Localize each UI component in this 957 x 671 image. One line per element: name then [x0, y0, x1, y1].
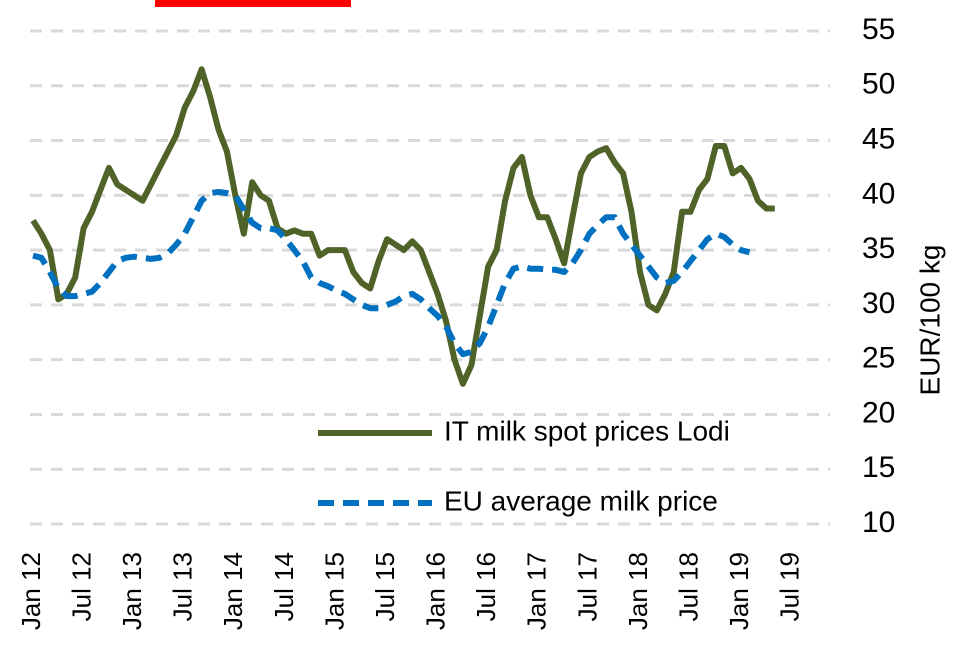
x-tick-label: Jan 12	[16, 552, 46, 630]
y-tick-label: 50	[862, 68, 895, 101]
x-tick-label: Jan 16	[421, 552, 451, 630]
x-tick-label: Jan 15	[319, 552, 349, 630]
y-tick-label: 45	[862, 122, 895, 155]
x-tick-label: Jul 13	[168, 552, 198, 621]
x-tick-label: Jul 16	[471, 552, 501, 621]
x-tick-label: Jul 14	[269, 552, 299, 621]
title-fragment	[155, 0, 351, 7]
y-tick-label: 15	[862, 451, 895, 484]
y-tick-label: 20	[862, 396, 895, 429]
y-tick-label: 10	[862, 506, 895, 539]
legend-label: IT milk spot prices Lodi	[444, 415, 730, 446]
y-tick-label: 55	[862, 13, 895, 46]
x-tick-label: Jul 15	[370, 552, 400, 621]
x-tick-label: Jan 18	[623, 552, 653, 630]
y-tick-label: 40	[862, 177, 895, 210]
x-tick-label: Jul 17	[572, 552, 602, 621]
x-tick-label: Jul 12	[66, 552, 96, 621]
y-tick-label: 25	[862, 342, 895, 375]
x-tick-label: Jan 13	[117, 552, 147, 630]
series-line	[30, 66, 775, 387]
y-tick-label: 30	[862, 287, 895, 320]
x-tick-label: Jul 18	[673, 552, 703, 621]
y-tick-label: 35	[862, 232, 895, 265]
y-axis-label: EUR/100 kg	[914, 245, 945, 396]
x-tick-label: Jan 14	[218, 552, 248, 630]
legend-label: EU average milk price	[444, 485, 718, 516]
x-tick-label: Jan 17	[522, 552, 552, 630]
x-tick-label: Jan 19	[724, 552, 754, 630]
x-tick-label: Jul 19	[775, 552, 805, 621]
series-line	[32, 189, 751, 358]
